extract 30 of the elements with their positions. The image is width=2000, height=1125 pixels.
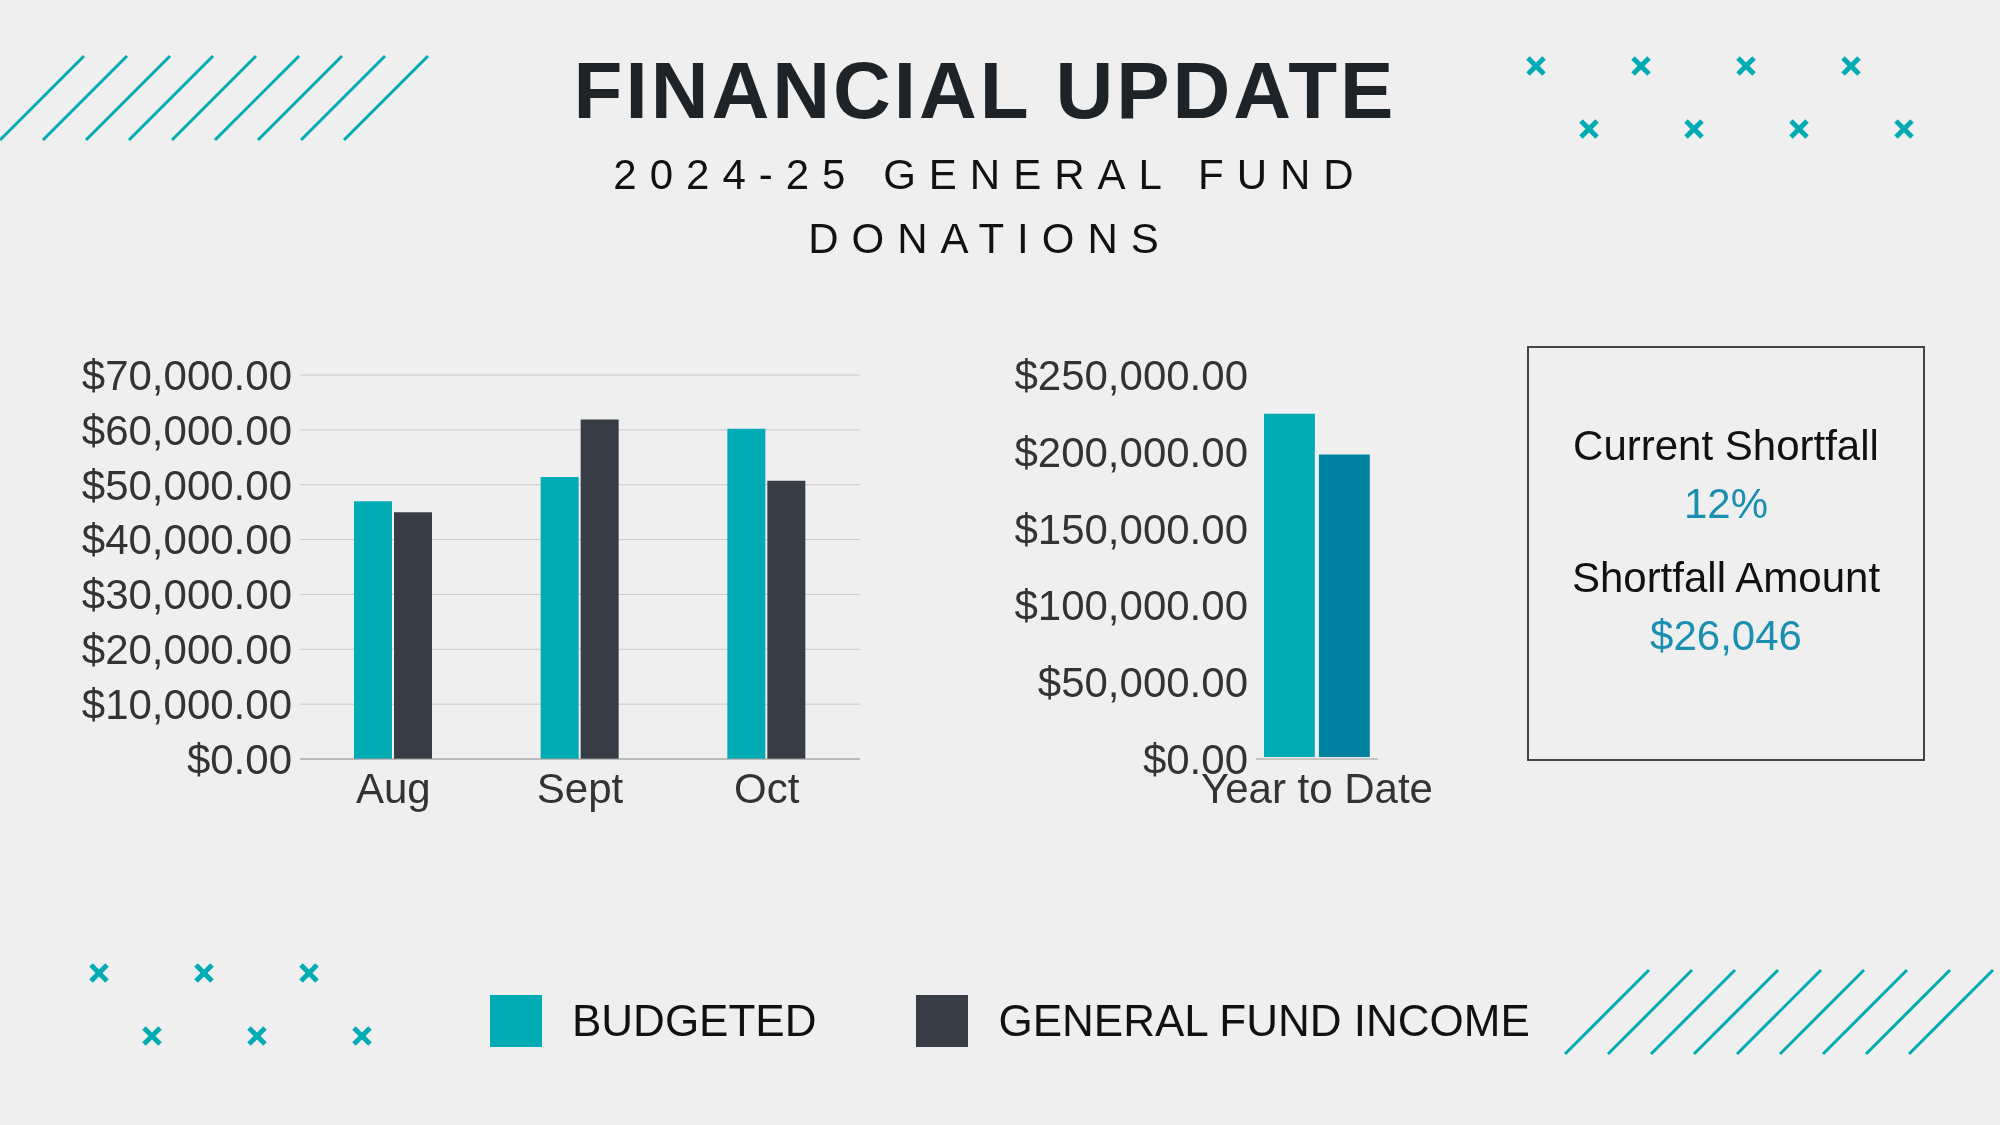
- x-tick-label: Aug: [355, 764, 431, 812]
- y-tick-label: $100,000.00: [1014, 582, 1248, 630]
- y-tick-label: $40,000.00: [81, 516, 292, 564]
- text: Current Shortfall: [1573, 421, 1879, 470]
- bar: [767, 480, 806, 759]
- y-tick-label: $10,000.00: [81, 681, 292, 729]
- x-tick-label: Sept: [536, 764, 624, 812]
- bar: [540, 477, 579, 759]
- text: $26,046: [1650, 611, 1802, 660]
- bar: [394, 512, 432, 759]
- y-tick-label: $20,000.00: [81, 626, 292, 674]
- y-tick-label: $60,000.00: [81, 406, 292, 454]
- y-tick-label: $200,000.00: [1014, 428, 1248, 476]
- legend-label: BUDGETED: [572, 996, 817, 1046]
- text: 12%: [1683, 479, 1769, 528]
- y-tick-label: $250,000.00: [1014, 351, 1248, 399]
- legend-label: GENERAL FUND INCOME: [998, 996, 1530, 1046]
- y-tick-label: $150,000.00: [1014, 505, 1248, 553]
- y-tick-label: $50,000.00: [81, 461, 292, 509]
- y-tick-label: $50,000.00: [1037, 659, 1248, 707]
- bar: [727, 428, 766, 759]
- y-tick-label: $70,000.00: [81, 351, 292, 399]
- x-tick-label: Oct: [733, 764, 800, 812]
- text: 2024-25 GENERAL FUND DONATIONS: [612, 150, 1368, 264]
- bar: [354, 501, 392, 759]
- y-tick-label: $0.00: [186, 735, 292, 783]
- y-tick-label: $30,000.00: [81, 571, 292, 619]
- bar: [580, 419, 619, 759]
- chart-title: FINANCIAL UPDATE: [572, 45, 1398, 137]
- text: Shortfall Amount: [1571, 553, 1881, 602]
